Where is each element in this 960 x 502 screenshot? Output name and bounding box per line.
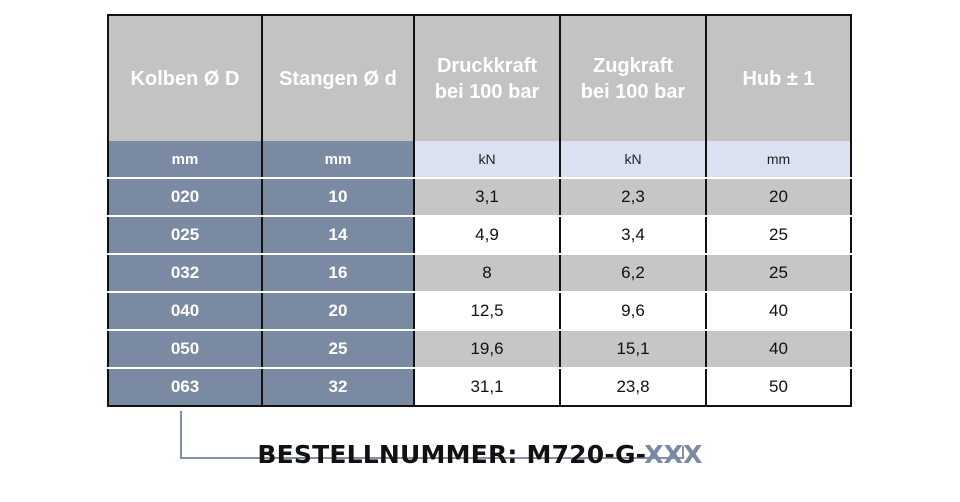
order-number: BESTELLNUMMER: M720-G-XXX (0, 440, 960, 469)
table-row: 063 32 31,1 23,8 50 (107, 368, 852, 406)
stroke-cell: 50 (705, 368, 852, 406)
table-row: 040 20 12,5 9,6 40 (107, 292, 852, 331)
push-force-cell: 31,1 (413, 368, 561, 406)
table-row: 050 25 19,6 15,1 40 (107, 330, 852, 369)
piston-diameter-cell: 050 (107, 330, 263, 369)
pull-force-cell: 23,8 (559, 368, 707, 406)
cylinder-spec-table: Kolben Ø D Stangen Ø d Druckkraft bei 100… (107, 14, 852, 407)
unit-cell: kN (413, 141, 561, 179)
stroke-cell: 20 (705, 178, 852, 217)
header-push-force: Druckkraft bei 100 bar (413, 15, 561, 141)
piston-diameter-cell: 020 (107, 178, 263, 217)
piston-diameter-cell: 032 (107, 254, 263, 293)
unit-row: mm mm kN kN mm (107, 141, 852, 179)
pull-force-cell: 2,3 (559, 178, 707, 217)
bracket-connector-line (180, 411, 684, 459)
unit-cell: mm (107, 141, 263, 179)
table-row: 025 14 4,9 3,4 25 (107, 216, 852, 255)
push-force-cell: 12,5 (413, 292, 561, 331)
stroke-cell: 40 (705, 330, 852, 369)
order-number-label: BESTELLNUMMER: (257, 440, 518, 469)
push-force-cell: 3,1 (413, 178, 561, 217)
order-number-variant: XXX (644, 440, 703, 469)
table-row: 020 10 3,1 2,3 20 (107, 178, 852, 217)
stroke-cell: 40 (705, 292, 852, 331)
piston-diameter-cell: 040 (107, 292, 263, 331)
rod-diameter-cell: 16 (261, 254, 415, 293)
unit-cell: mm (261, 141, 415, 179)
push-force-cell: 8 (413, 254, 561, 293)
pull-force-cell: 15,1 (559, 330, 707, 369)
rod-diameter-cell: 14 (261, 216, 415, 255)
rod-diameter-cell: 25 (261, 330, 415, 369)
rod-diameter-cell: 32 (261, 368, 415, 406)
push-force-cell: 4,9 (413, 216, 561, 255)
stroke-cell: 25 (705, 254, 852, 293)
pull-force-cell: 9,6 (559, 292, 707, 331)
unit-cell: kN (559, 141, 707, 179)
stroke-cell: 25 (705, 216, 852, 255)
bracket-connector-end (682, 446, 684, 459)
header-stroke: Hub ± 1 (705, 15, 852, 141)
rod-diameter-cell: 20 (261, 292, 415, 331)
header-rod-diameter: Stangen Ø d (261, 15, 415, 141)
pull-force-cell: 6,2 (559, 254, 707, 293)
header-pull-force: Zugkraft bei 100 bar (559, 15, 707, 141)
pull-force-cell: 3,4 (559, 216, 707, 255)
piston-diameter-cell: 063 (107, 368, 263, 406)
order-number-prefix: M720-G- (526, 440, 645, 469)
unit-cell: mm (705, 141, 852, 179)
table-row: 032 16 8 6,2 25 (107, 254, 852, 293)
piston-diameter-cell: 025 (107, 216, 263, 255)
header-piston-diameter: Kolben Ø D (107, 15, 263, 141)
header-row: Kolben Ø D Stangen Ø d Druckkraft bei 100… (107, 15, 852, 141)
push-force-cell: 19,6 (413, 330, 561, 369)
rod-diameter-cell: 10 (261, 178, 415, 217)
